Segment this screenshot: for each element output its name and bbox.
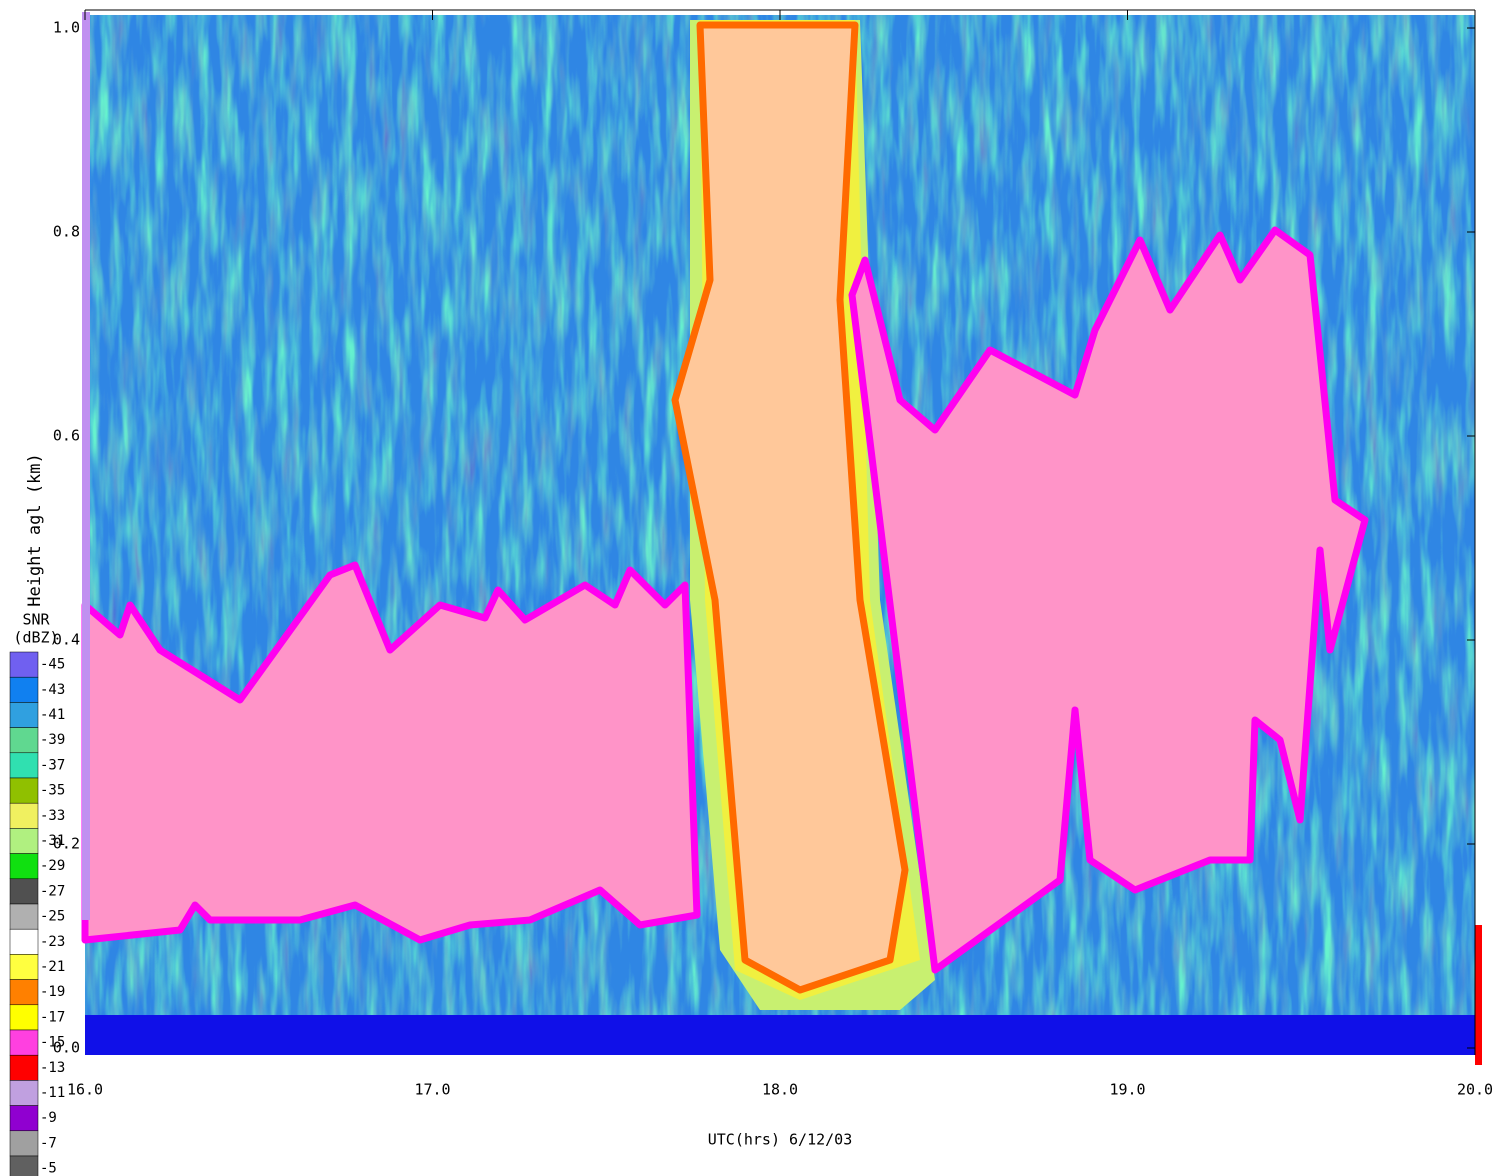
colorbar-swatch	[9, 954, 39, 980]
colorbar-swatch	[9, 878, 39, 905]
colorbar-label: -15	[40, 1035, 65, 1051]
colorbar-label: -17	[40, 1009, 65, 1025]
colorbar-label: -21	[40, 959, 65, 975]
x-tick-label: 20.0	[1457, 1081, 1493, 1099]
colorbar-swatch	[9, 651, 39, 678]
colorbar-label: -25	[40, 909, 65, 925]
colorbar-swatch	[9, 928, 39, 955]
colorbar-swatch	[9, 777, 39, 804]
colorbar-swatch	[9, 676, 39, 703]
colorbar-swatch	[9, 1054, 39, 1081]
x-axis-title: UTC(hrs) 6/12/03	[708, 1131, 853, 1149]
colorbar-label: -27	[40, 883, 65, 899]
colorbar-swatch	[9, 702, 39, 728]
colorbar-label: -33	[40, 808, 65, 824]
left-strip	[82, 12, 90, 920]
y-tick-label: 0.4	[53, 631, 80, 649]
colorbar-swatch	[9, 1029, 39, 1056]
pink-region	[81, 561, 701, 944]
surface-band	[85, 1015, 1475, 1055]
colorbar-swatch	[9, 979, 39, 1006]
colorbar-label: -7	[40, 1135, 57, 1151]
colorbar-swatch	[9, 1004, 39, 1031]
colorbar-title: SNR	[22, 611, 50, 629]
colorbar-swatch	[9, 1155, 39, 1176]
x-tick-label: 16.0	[67, 1081, 103, 1099]
colorbar-swatch	[9, 828, 39, 854]
colorbar-label: -13	[40, 1060, 65, 1076]
colorbar-swatch	[9, 853, 39, 880]
colorbar-label: -11	[40, 1085, 65, 1101]
y-tick-label: 0.0	[53, 1039, 80, 1057]
x-tick-label: 17.0	[414, 1081, 450, 1099]
colorbar-label: -23	[40, 934, 65, 950]
y-axis-title: Height agl (km)	[25, 453, 45, 607]
colorbar-label: -31	[40, 833, 65, 849]
colorbar-label: -19	[40, 984, 65, 1000]
y-tick-label: 0.2	[53, 835, 80, 853]
colorbar-swatch	[9, 1080, 39, 1106]
y-tick-label: 0.8	[53, 223, 80, 241]
y-tick-label: 0.6	[53, 427, 80, 445]
colorbar-label: -35	[40, 783, 65, 799]
peach-region	[671, 21, 909, 994]
colorbar-label: -29	[40, 858, 65, 874]
colorbar-swatch	[9, 752, 39, 779]
colorbar-swatch	[9, 903, 39, 930]
colorbar-label: -9	[40, 1110, 57, 1126]
colorbar-label: -45	[40, 657, 65, 673]
y-tick-label: 1.0	[53, 19, 80, 37]
colorbar-swatch	[9, 802, 39, 829]
colorbar-label: -5	[40, 1161, 57, 1176]
right-bar	[1475, 925, 1482, 1065]
colorbar-label: -39	[40, 732, 65, 748]
colorbar-label: -37	[40, 757, 65, 773]
pink-region	[848, 226, 1369, 974]
colorbar-swatch	[9, 1105, 39, 1132]
colorbar-swatch	[9, 727, 39, 754]
colorbar-label: -43	[40, 682, 65, 698]
x-tick-label: 18.0	[762, 1081, 798, 1099]
colorbar-label: -41	[40, 707, 65, 723]
colorbar-swatch	[9, 1130, 39, 1157]
x-tick-label: 19.0	[1109, 1081, 1145, 1099]
colorbar-unit: (dBZ)	[13, 629, 58, 647]
